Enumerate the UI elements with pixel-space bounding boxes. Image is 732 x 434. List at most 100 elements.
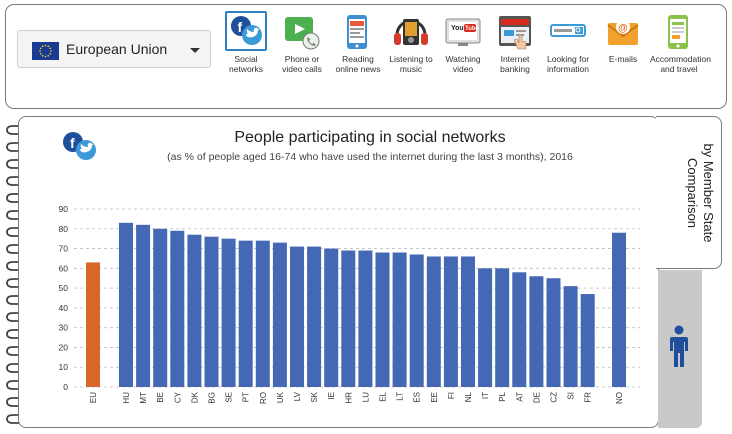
x-tick-label: EE [430, 392, 439, 403]
eu-flag-icon [32, 42, 59, 60]
bar-ie[interactable] [324, 248, 339, 387]
bar-fi[interactable] [443, 256, 458, 387]
y-tick-label: 80 [59, 224, 69, 234]
bar-es[interactable] [409, 254, 424, 387]
travel-booking-icon [660, 13, 698, 51]
x-tick-label: PL [498, 391, 507, 401]
activity-email[interactable]: @ E-mails [594, 11, 652, 64]
y-tick-label: 20 [59, 342, 69, 352]
y-tick-label: 90 [59, 204, 69, 214]
activity-label: Looking for information [546, 54, 590, 74]
x-tick-label: PT [242, 392, 251, 402]
activity-music[interactable]: Listening to music [382, 11, 440, 74]
x-tick-label: RO [259, 392, 268, 404]
video-call-icon [283, 13, 321, 51]
activity-social[interactable]: f Social networks [217, 11, 275, 74]
bar-ee[interactable] [426, 256, 441, 387]
x-tick-label: LU [361, 392, 370, 402]
bar-cz[interactable] [546, 278, 561, 387]
bar-it[interactable] [478, 268, 493, 387]
y-tick-label: 10 [59, 362, 69, 372]
bar-se[interactable] [221, 238, 236, 387]
x-tick-label: CY [173, 391, 182, 403]
bar-pl[interactable] [495, 268, 510, 387]
x-tick-label: LV [293, 391, 302, 401]
activity-phone[interactable]: Phone or video calls [273, 11, 331, 74]
search-information-icon [549, 13, 587, 51]
x-tick-label: NL [464, 391, 473, 402]
x-tick-label: HR [344, 392, 353, 404]
x-tick-label: IE [327, 392, 336, 400]
x-tick-label: EU [89, 392, 98, 403]
x-tick-label: BG [208, 392, 217, 404]
bar-lv[interactable] [290, 246, 304, 387]
bar-nl[interactable] [461, 256, 475, 387]
chart-title: People participating in social networks [234, 129, 506, 146]
activity-travel[interactable]: Accommodation and travel [650, 11, 711, 74]
x-tick-label: CZ [550, 392, 559, 403]
bar-chart: 0 10 20 30 40 50 60 70 80 90 EU HU MT BE CY DK BG SE PT RO U… [59, 204, 640, 404]
bar-at[interactable] [512, 272, 527, 387]
y-tick-label: 70 [59, 244, 69, 254]
x-tick-label: FR [584, 392, 593, 403]
bar-be[interactable] [153, 228, 168, 387]
activity-label: Phone or video calls [282, 54, 322, 74]
bar-cy[interactable] [170, 230, 185, 387]
bar-lu[interactable] [358, 250, 373, 387]
bar-no[interactable] [612, 232, 626, 387]
bar-si[interactable] [563, 286, 578, 387]
activity-label: Social networks [228, 54, 263, 74]
bar-pt[interactable] [238, 240, 253, 387]
bar-fr[interactable] [580, 294, 595, 387]
y-tick-label: 60 [59, 263, 69, 273]
x-tick-label: SK [310, 391, 319, 402]
chart-subtitle: (as % of people aged 16-74 who have used… [167, 151, 573, 163]
selected-activity-frame: f [225, 11, 267, 51]
bar-hr[interactable] [341, 250, 356, 387]
x-tick-label: IT [481, 392, 490, 399]
bar-bg[interactable] [204, 236, 219, 387]
bar-ro[interactable] [255, 240, 270, 387]
x-tick-label: SE [225, 392, 234, 403]
activity-video[interactable]: You Tube Watching video [434, 11, 492, 74]
activity-toolbar: European Union f Social networks Phone or … [5, 4, 727, 109]
bar-dk[interactable] [187, 234, 202, 387]
x-tick-label: DE [532, 392, 541, 403]
tab-comparison-label: Comparison by Member State [676, 133, 716, 253]
x-tick-label: NO [615, 392, 624, 404]
svg-text:@: @ [618, 23, 628, 34]
youtube-video-icon: You Tube [444, 13, 482, 51]
tab-comparison-by-member-state[interactable] [656, 116, 722, 269]
bar-hu[interactable] [119, 222, 133, 387]
svg-text:by Member State: by Member State [701, 144, 716, 243]
online-news-icon [339, 13, 377, 51]
x-tick-label: MT [139, 392, 148, 404]
svg-text:You: You [451, 25, 464, 32]
internet-banking-icon [496, 13, 534, 51]
x-tick-label: LT [396, 392, 405, 401]
activity-label: Reading online news [335, 54, 381, 74]
bar-lt[interactable] [392, 252, 407, 387]
bar-sk[interactable] [307, 246, 322, 387]
bar-uk[interactable] [272, 242, 287, 387]
x-tick-label: UK [276, 391, 285, 403]
activity-news[interactable]: Reading online news [329, 11, 387, 74]
x-tick-label: SI [567, 392, 576, 400]
bar-el[interactable] [375, 252, 390, 387]
social-networks-icon: f [227, 13, 265, 49]
activity-search[interactable]: Looking for information [539, 11, 597, 74]
bar-mt[interactable] [136, 224, 151, 387]
bar-eu[interactable] [86, 262, 100, 387]
activity-banking[interactable]: Internet banking [486, 11, 544, 74]
music-icon [392, 13, 430, 51]
country-selector[interactable]: European Union [17, 30, 211, 68]
activity-label: Listening to music [389, 54, 433, 74]
chevron-down-icon [190, 48, 200, 53]
activity-label: Accommodation and travel [650, 54, 711, 74]
y-tick-label: 0 [63, 382, 68, 392]
svg-text:f: f [238, 19, 243, 35]
bar-de[interactable] [529, 276, 544, 387]
y-tick-label: 50 [59, 283, 69, 293]
person-icon[interactable] [669, 325, 689, 370]
